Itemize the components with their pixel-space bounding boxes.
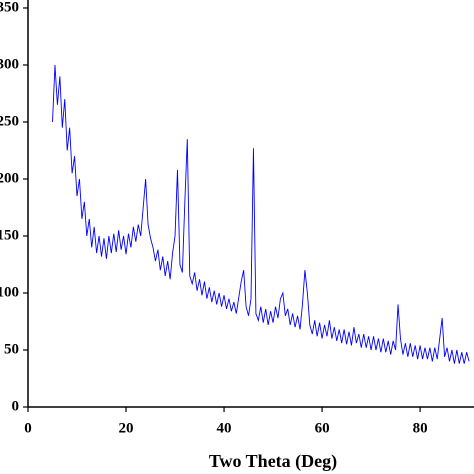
y-tick-label: 350 bbox=[0, 0, 19, 15]
x-tick-label: 20 bbox=[119, 420, 134, 436]
x-tick-label: 0 bbox=[24, 420, 32, 436]
y-tick-label: 150 bbox=[0, 227, 19, 243]
y-tick-label: 100 bbox=[0, 284, 19, 300]
y-tick-label: 200 bbox=[0, 170, 19, 186]
x-tick-label: 80 bbox=[413, 420, 428, 436]
data-line bbox=[52, 64, 470, 364]
y-tick-label: 250 bbox=[0, 113, 19, 129]
x-axis-title: Two Theta (Deg) bbox=[209, 451, 337, 472]
y-tick-label: 0 bbox=[12, 398, 20, 414]
y-tick-label: 50 bbox=[4, 341, 19, 357]
x-tick-label: 60 bbox=[315, 420, 330, 436]
x-tick-label: 40 bbox=[217, 420, 232, 436]
y-tick-label: 300 bbox=[0, 56, 19, 72]
